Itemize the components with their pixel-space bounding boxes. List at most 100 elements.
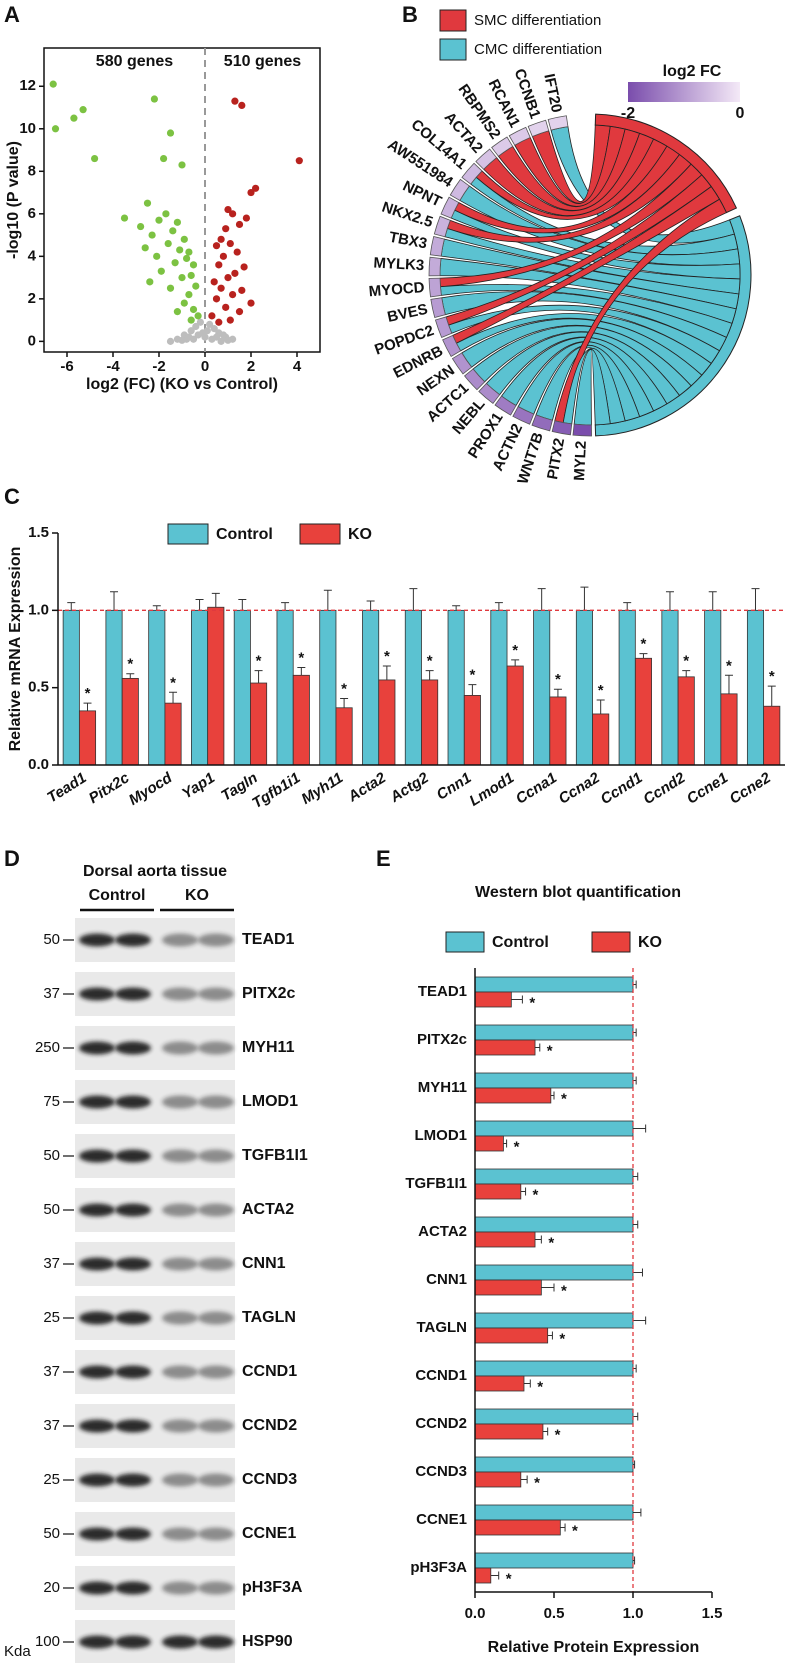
- point: [185, 248, 193, 256]
- significance-star: *: [641, 636, 647, 653]
- protein-label: PITX2c: [242, 985, 295, 1002]
- point: [210, 325, 218, 333]
- error-bar: [323, 589, 332, 611]
- point: [219, 252, 227, 260]
- gene-segment: [475, 148, 498, 170]
- bar: [474, 1456, 634, 1473]
- blot-band: [79, 1581, 115, 1595]
- blot-band: [79, 1527, 115, 1541]
- point: [187, 271, 195, 280]
- blot-band: [115, 1041, 151, 1055]
- point: [238, 286, 246, 294]
- point: [51, 125, 60, 133]
- legend-label: KO: [348, 526, 372, 543]
- blot-band: [198, 1257, 234, 1271]
- x-tick-label: -4: [106, 358, 120, 375]
- error-bar: [633, 1220, 639, 1229]
- bar: [292, 674, 310, 766]
- legend-label: Control: [216, 526, 273, 543]
- x-tick-label: 1.0: [623, 1605, 644, 1622]
- x-tick-label: 0: [201, 358, 209, 375]
- point: [171, 259, 179, 267]
- point: [153, 252, 161, 260]
- blot-band: [115, 1635, 151, 1649]
- blot-band: [115, 987, 151, 1001]
- y-tick-label: 0.0: [28, 756, 49, 773]
- group-label: KO: [185, 887, 209, 904]
- y-tick-label: PITX2c: [417, 1031, 467, 1048]
- bar: [704, 609, 722, 766]
- significance-star: *: [559, 1330, 565, 1347]
- blot-band: [198, 1419, 234, 1433]
- point: [219, 331, 227, 339]
- bar: [164, 702, 182, 766]
- point: [208, 335, 216, 343]
- blot-band: [115, 1149, 151, 1163]
- legend-label: Control: [492, 934, 549, 951]
- y-tick-label: 0.5: [28, 679, 49, 696]
- point: [173, 218, 181, 226]
- gene-segment: [512, 406, 535, 425]
- y-tick-label: TAGLN: [416, 1319, 467, 1336]
- gene-label: TBX3: [388, 229, 429, 253]
- bar: [474, 1024, 634, 1041]
- bar: [474, 1408, 634, 1425]
- gene-segment: [463, 368, 486, 391]
- point: [231, 269, 239, 277]
- error-bar: [665, 591, 674, 611]
- point: [226, 316, 234, 324]
- protein-label: TGFB1I1: [242, 1147, 308, 1164]
- blot-title: Dorsal aorta tissue: [83, 863, 227, 880]
- blot-band: [79, 1473, 115, 1487]
- x-tick-label: Ccna1: [513, 769, 560, 807]
- x-tick-label: Ccne1: [684, 769, 731, 807]
- point: [187, 327, 195, 335]
- blot-band: [115, 933, 151, 947]
- error-bar: [152, 605, 161, 611]
- kda-marker: 250: [35, 1039, 60, 1056]
- protein-label: TAGLN: [242, 1309, 296, 1326]
- gene-label: MYL2: [571, 440, 590, 481]
- gene-segment: [428, 277, 442, 298]
- protein-label: CCND3: [242, 1471, 297, 1488]
- bar: [474, 1087, 552, 1104]
- bar: [463, 695, 481, 766]
- point: [180, 299, 188, 307]
- blot-band: [115, 1581, 151, 1595]
- colorbar: [628, 82, 740, 102]
- bar: [474, 1216, 634, 1233]
- point: [208, 312, 216, 320]
- significance-star: *: [298, 650, 304, 667]
- error-bar: [633, 1460, 636, 1469]
- error-bar: [542, 1427, 549, 1436]
- gene-segment: [572, 423, 592, 437]
- gene-segment: [434, 316, 453, 339]
- point: [185, 333, 193, 341]
- colorbar-title: log2 FC: [663, 63, 722, 80]
- significance-star: *: [537, 1378, 543, 1395]
- bar: [533, 609, 551, 766]
- error-bar: [195, 599, 204, 611]
- kda-marker: 50: [43, 1525, 60, 1542]
- significance-star: *: [561, 1282, 567, 1299]
- bar: [474, 976, 634, 993]
- gene-label: MYLK3: [373, 255, 425, 275]
- error-bar: [560, 1523, 566, 1532]
- legend-swatch: [445, 931, 485, 953]
- blot-band: [198, 1041, 234, 1055]
- x-tick-label: 0.0: [465, 1605, 486, 1622]
- bar: [474, 1135, 504, 1152]
- blot-band: [162, 987, 198, 1001]
- legend-label: SMC differentiation: [474, 12, 601, 29]
- bar: [763, 705, 781, 766]
- blot-band: [198, 1473, 234, 1487]
- error-bar: [520, 1475, 528, 1484]
- panel-label: B: [402, 2, 418, 27]
- point: [212, 242, 221, 250]
- blot-band: [198, 1149, 234, 1163]
- bar: [474, 1312, 634, 1329]
- error-bar: [541, 1283, 555, 1292]
- blot-band: [79, 1419, 115, 1433]
- y-tick-label: 10: [19, 120, 36, 137]
- blot-band: [198, 987, 234, 1001]
